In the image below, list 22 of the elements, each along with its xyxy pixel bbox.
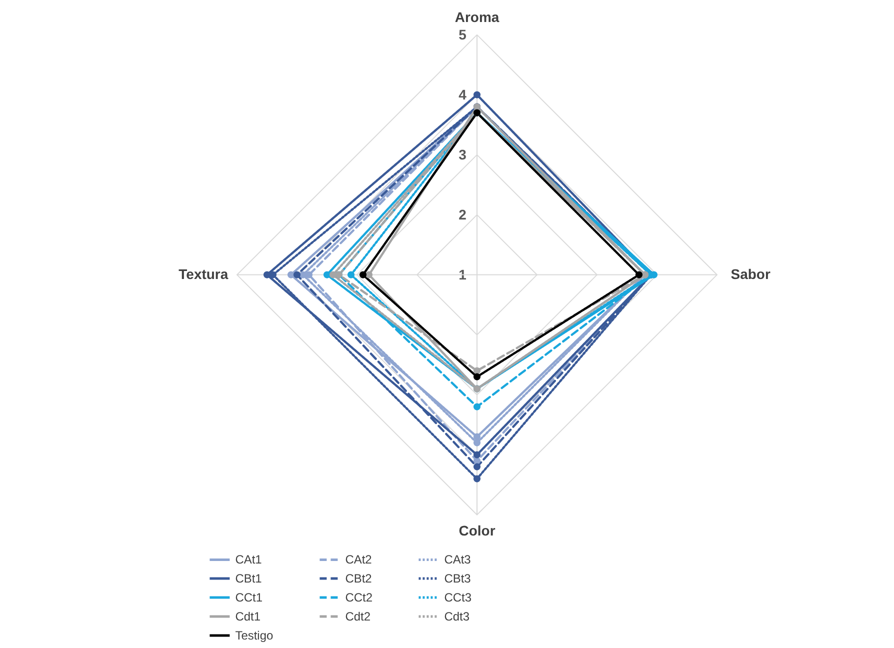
legend-label: CAt2 — [345, 552, 372, 567]
legend-label: CAt3 — [444, 552, 472, 567]
legend-label: CBt2 — [345, 571, 372, 586]
spoke-label: Aroma — [454, 9, 500, 25]
legend-label: CBt3 — [444, 571, 472, 586]
y-tick-label: 3 — [458, 146, 467, 162]
y-tick-label: 2 — [458, 206, 467, 222]
spoke-label: Sabor — [730, 266, 771, 282]
legend-label: Cdt3 — [444, 609, 470, 624]
spoke-label: Textura — [178, 266, 228, 282]
legend-label: Testigo — [235, 628, 274, 642]
legend-label: Cdt1 — [235, 609, 261, 624]
legend-label: CCt2 — [345, 590, 373, 604]
y-tick-label: 4 — [458, 86, 467, 102]
y-tick-label: 5 — [458, 26, 467, 42]
spoke-label: Color — [458, 522, 496, 539]
legend-label: CAt1 — [235, 552, 262, 567]
legend-label: Cdt2 — [345, 609, 371, 624]
legend-label: CCt1 — [235, 590, 263, 604]
legend-label: CCt3 — [444, 590, 472, 604]
legend-label: CBt1 — [235, 571, 262, 586]
y-tick-label: 1 — [458, 266, 467, 282]
